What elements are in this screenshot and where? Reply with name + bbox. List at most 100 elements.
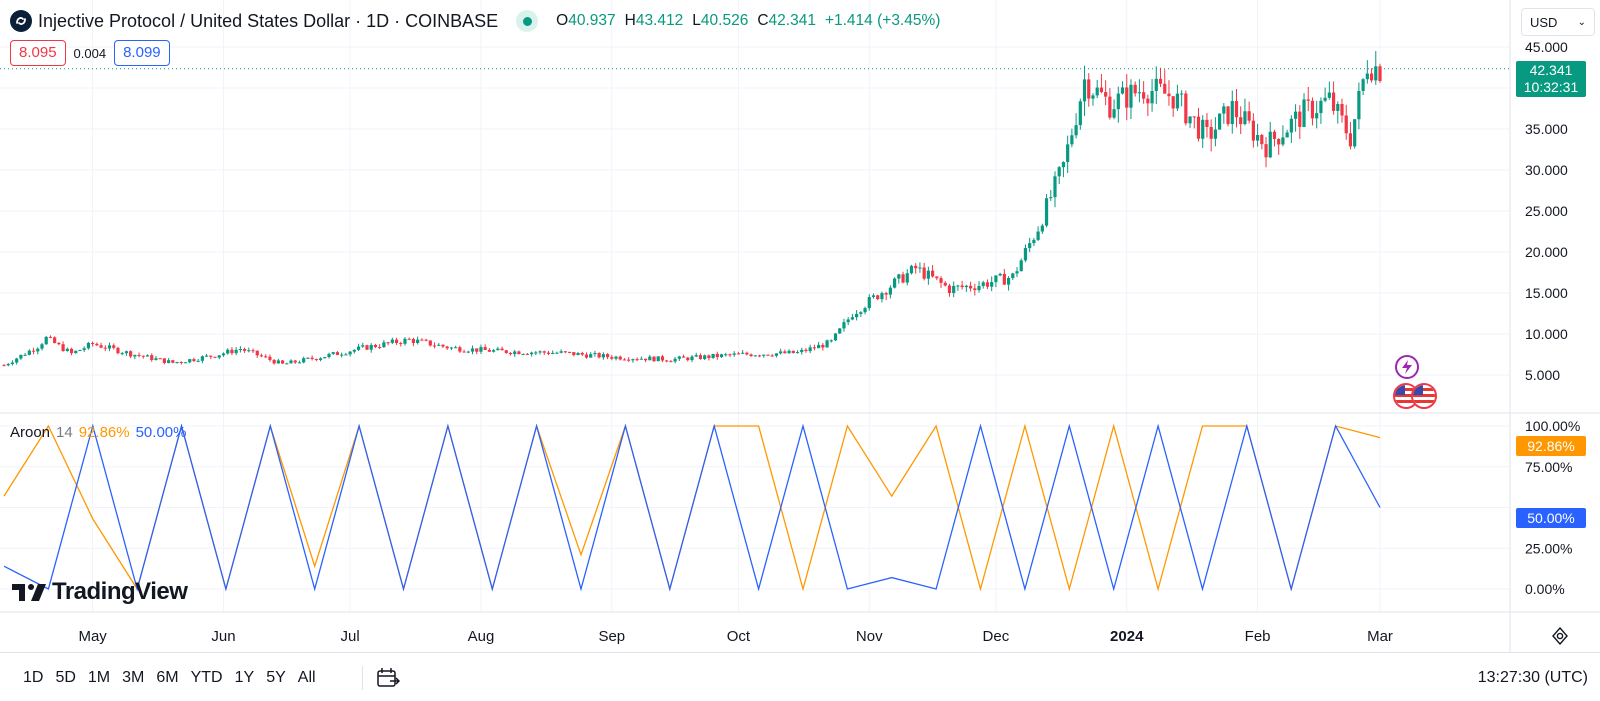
candle-body	[466, 351, 470, 353]
candle-body	[703, 355, 707, 359]
tradingview-logo[interactable]: TradingView	[12, 578, 188, 606]
candle-body	[310, 357, 314, 360]
indicator-name: Aroon	[10, 424, 51, 441]
candle-body	[1129, 84, 1133, 108]
candle-body	[234, 349, 238, 354]
candle-body	[842, 322, 846, 329]
candle-body	[838, 328, 842, 334]
candle-body	[1365, 73, 1369, 80]
candle-body	[521, 353, 525, 355]
candle-body	[133, 354, 137, 357]
candle-body	[487, 349, 491, 352]
currency-select[interactable]: USD ⌄	[1521, 8, 1595, 36]
us-flag-event-icon[interactable]	[1411, 383, 1437, 409]
candle-body	[1205, 119, 1209, 127]
candle-body	[479, 347, 483, 352]
price-tick-label: 10.000	[1525, 326, 1568, 342]
candle-body	[496, 348, 500, 351]
candle-body	[91, 342, 95, 344]
candle-body	[500, 348, 504, 351]
candle-body	[1125, 87, 1129, 108]
candle-body	[78, 350, 82, 352]
range-button-ytd[interactable]: YTD	[190, 669, 223, 686]
market-status-icon[interactable]	[516, 10, 539, 32]
candle-body	[95, 343, 99, 346]
price-tick-label: 15.000	[1525, 285, 1568, 301]
candle-body	[850, 317, 854, 320]
candle-body	[1230, 101, 1234, 125]
range-button-all[interactable]: All	[297, 669, 316, 686]
utc-clock[interactable]: 13:27:30 (UTC)	[1477, 669, 1588, 686]
candle-body	[411, 338, 416, 343]
candle-body	[1243, 111, 1247, 125]
price-tick-label: 45.000	[1525, 39, 1568, 55]
symbol-title[interactable]: Injective Protocol / United States Dolla…	[38, 10, 499, 31]
candle-body	[542, 351, 546, 353]
candle-body	[681, 356, 686, 358]
candle-body	[559, 351, 563, 353]
candle-body	[2, 365, 6, 367]
candle-body	[555, 352, 559, 354]
candle-body	[530, 352, 534, 355]
time-tick-label: Dec	[982, 628, 1010, 645]
range-button-5y[interactable]: 5Y	[266, 669, 286, 686]
candle-body	[1201, 119, 1205, 139]
candle-body	[213, 356, 217, 358]
range-button-3m[interactable]: 3M	[122, 669, 145, 686]
candle-body	[1315, 113, 1319, 119]
range-button-1y[interactable]: 1Y	[234, 669, 255, 686]
candle-body	[1032, 239, 1036, 244]
candle-body	[1353, 119, 1357, 147]
candle-body	[567, 351, 572, 353]
aroon-legend[interactable]: Aroon 14 92.86% 50.00%	[10, 424, 186, 441]
time-tick-label: Sep	[598, 628, 626, 645]
aroon-tick-label: 100.00%	[1525, 418, 1580, 434]
candle-body	[428, 340, 432, 346]
candle-body	[1306, 99, 1310, 101]
candle-body	[977, 285, 981, 291]
candle-body	[386, 342, 390, 344]
ohlc-values: O40.937 H43.412 L40.526 C42.341 +1.414 (…	[556, 12, 940, 30]
sell-button[interactable]: 8.095	[10, 40, 66, 66]
time-tick-label: Mar	[1367, 628, 1393, 645]
candle-body	[1222, 106, 1226, 114]
candle-body	[779, 351, 783, 354]
candle-body	[627, 359, 631, 361]
lightning-event-icon[interactable]	[1395, 355, 1419, 379]
time-tick-label: Jun	[211, 628, 236, 645]
candle-body	[454, 347, 458, 349]
chart-canvas[interactable]: 45.000 35.000 30.000 25.000 20.000 15.000 10.0…	[0, 0, 1600, 652]
calendar-range-icon[interactable]	[374, 665, 402, 691]
candle-body	[618, 356, 622, 360]
candle-body	[352, 349, 356, 352]
symbol-header[interactable]: Injective Protocol / United States Dolla…	[10, 8, 940, 34]
candle-body	[289, 360, 293, 364]
candle-body	[217, 355, 221, 358]
candle-body	[378, 347, 382, 349]
candle-body	[1091, 95, 1095, 99]
candle-body	[859, 312, 863, 314]
candle-body	[943, 282, 947, 286]
candle-body	[48, 336, 53, 338]
candle-body	[1002, 273, 1006, 285]
candle-body	[605, 354, 610, 358]
candle-body	[441, 344, 445, 347]
candle-body	[762, 354, 766, 356]
candle-body	[369, 344, 373, 350]
candle-body	[154, 358, 158, 360]
buy-button[interactable]: 8.099	[114, 40, 170, 66]
range-button-5d[interactable]: 5D	[55, 669, 76, 686]
candle-body	[1264, 144, 1268, 158]
candle-body	[1374, 66, 1378, 81]
range-button-1d[interactable]: 1D	[23, 669, 44, 686]
candle-body	[318, 358, 323, 360]
settings-gear-icon[interactable]	[1549, 625, 1571, 647]
candle-body	[821, 344, 825, 348]
price-axis: 45.000 35.000 30.000 25.000 20.000 15.000 10.0…	[1525, 39, 1580, 597]
candle-body	[1163, 83, 1167, 94]
candle-body	[749, 354, 753, 357]
range-button-6m[interactable]: 6M	[156, 669, 179, 686]
range-button-1m[interactable]: 1M	[87, 669, 111, 686]
grid	[0, 0, 1600, 652]
candle-body	[1319, 100, 1323, 114]
